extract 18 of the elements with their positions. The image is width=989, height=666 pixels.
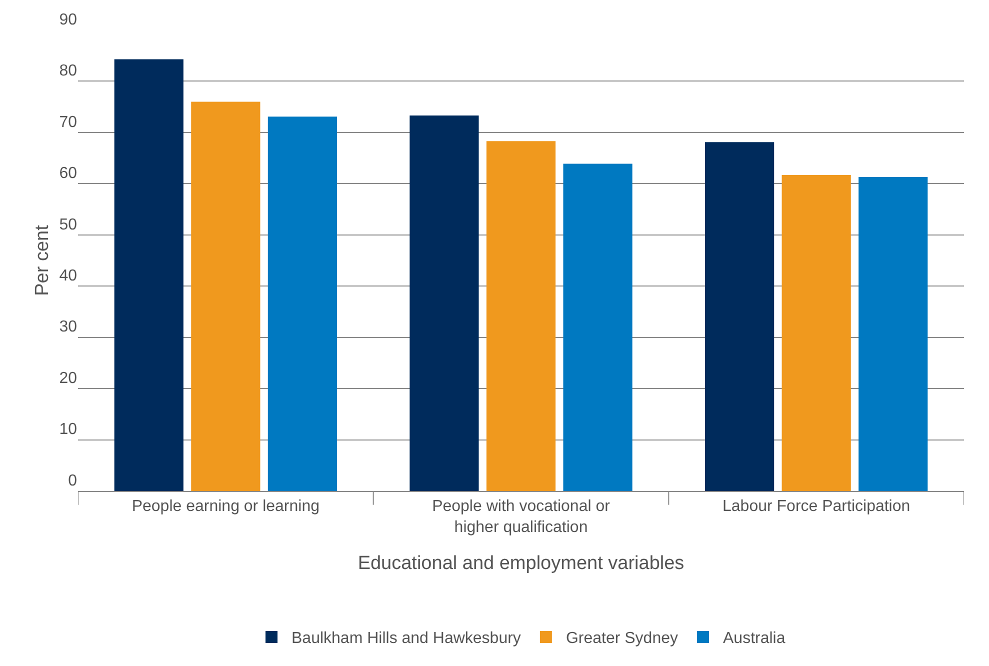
y-axis-title: Per cent: [32, 224, 54, 296]
y-tick-label: 90: [59, 11, 78, 28]
y-tick-label: 0: [68, 472, 78, 490]
x-axis-title: Educational and employment variables: [358, 552, 684, 574]
legend-label: Baulkham Hills and Hawkesbury: [292, 630, 521, 648]
y-tick-label: 10: [59, 421, 78, 438]
x-tick-label: Labour Force Participation: [722, 498, 910, 516]
y-tick-label: 70: [59, 114, 78, 131]
x-tick-label: People earning or learning: [132, 498, 320, 516]
y-tick-label: 60: [59, 165, 78, 182]
y-tick-label: 80: [59, 62, 78, 80]
y-tick-label: 40: [59, 268, 78, 285]
y-tick-label: 50: [59, 216, 78, 234]
y-tick-label: 20: [59, 370, 78, 387]
x-tick-label: People with vocational or higher qualification: [432, 498, 611, 536]
legend-label: Greater Sydney: [566, 630, 678, 648]
y-tick-label: 30: [59, 318, 78, 336]
legend-label: Australia: [723, 630, 786, 648]
